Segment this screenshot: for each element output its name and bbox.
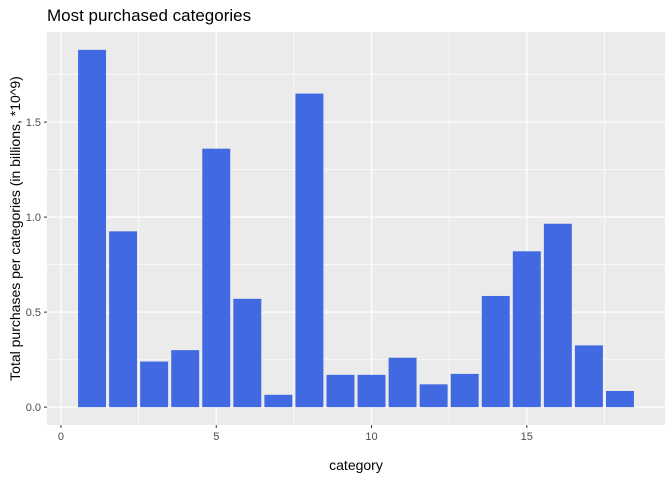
bar [388,357,417,408]
x-tick-label: 0 [58,431,64,443]
y-axis: 0.0 0.5 1.0 1.5 [26,117,47,414]
y-tick-label: 1.0 [26,212,41,224]
y-tick-label: 1.5 [26,117,41,129]
x-tick-label: 15 [521,431,533,443]
bar [357,374,386,408]
x-tick-label: 5 [213,431,219,443]
bar [605,390,634,408]
bar [419,384,448,408]
bar [109,231,138,408]
bar [450,373,479,408]
bar [295,93,324,408]
y-tick-label: 0.5 [26,307,41,319]
bar [543,223,572,408]
plot-panel [47,32,665,425]
x-axis-label: category [329,457,383,473]
x-axis: 0 5 10 15 [58,425,533,443]
chart-title: Most purchased categories [47,6,252,25]
bar [264,394,293,408]
bars [78,49,634,408]
bar [202,148,231,408]
bar [326,374,355,408]
x-tick-label: 10 [365,431,377,443]
bar [78,49,107,408]
bar [512,251,541,408]
bar [574,345,603,408]
bar [481,295,510,408]
bar [140,361,169,408]
y-tick-label: 0.0 [26,402,41,414]
y-axis-label: Total purchases per categories (in billi… [7,76,23,381]
bar [233,298,262,408]
bar [171,350,200,408]
